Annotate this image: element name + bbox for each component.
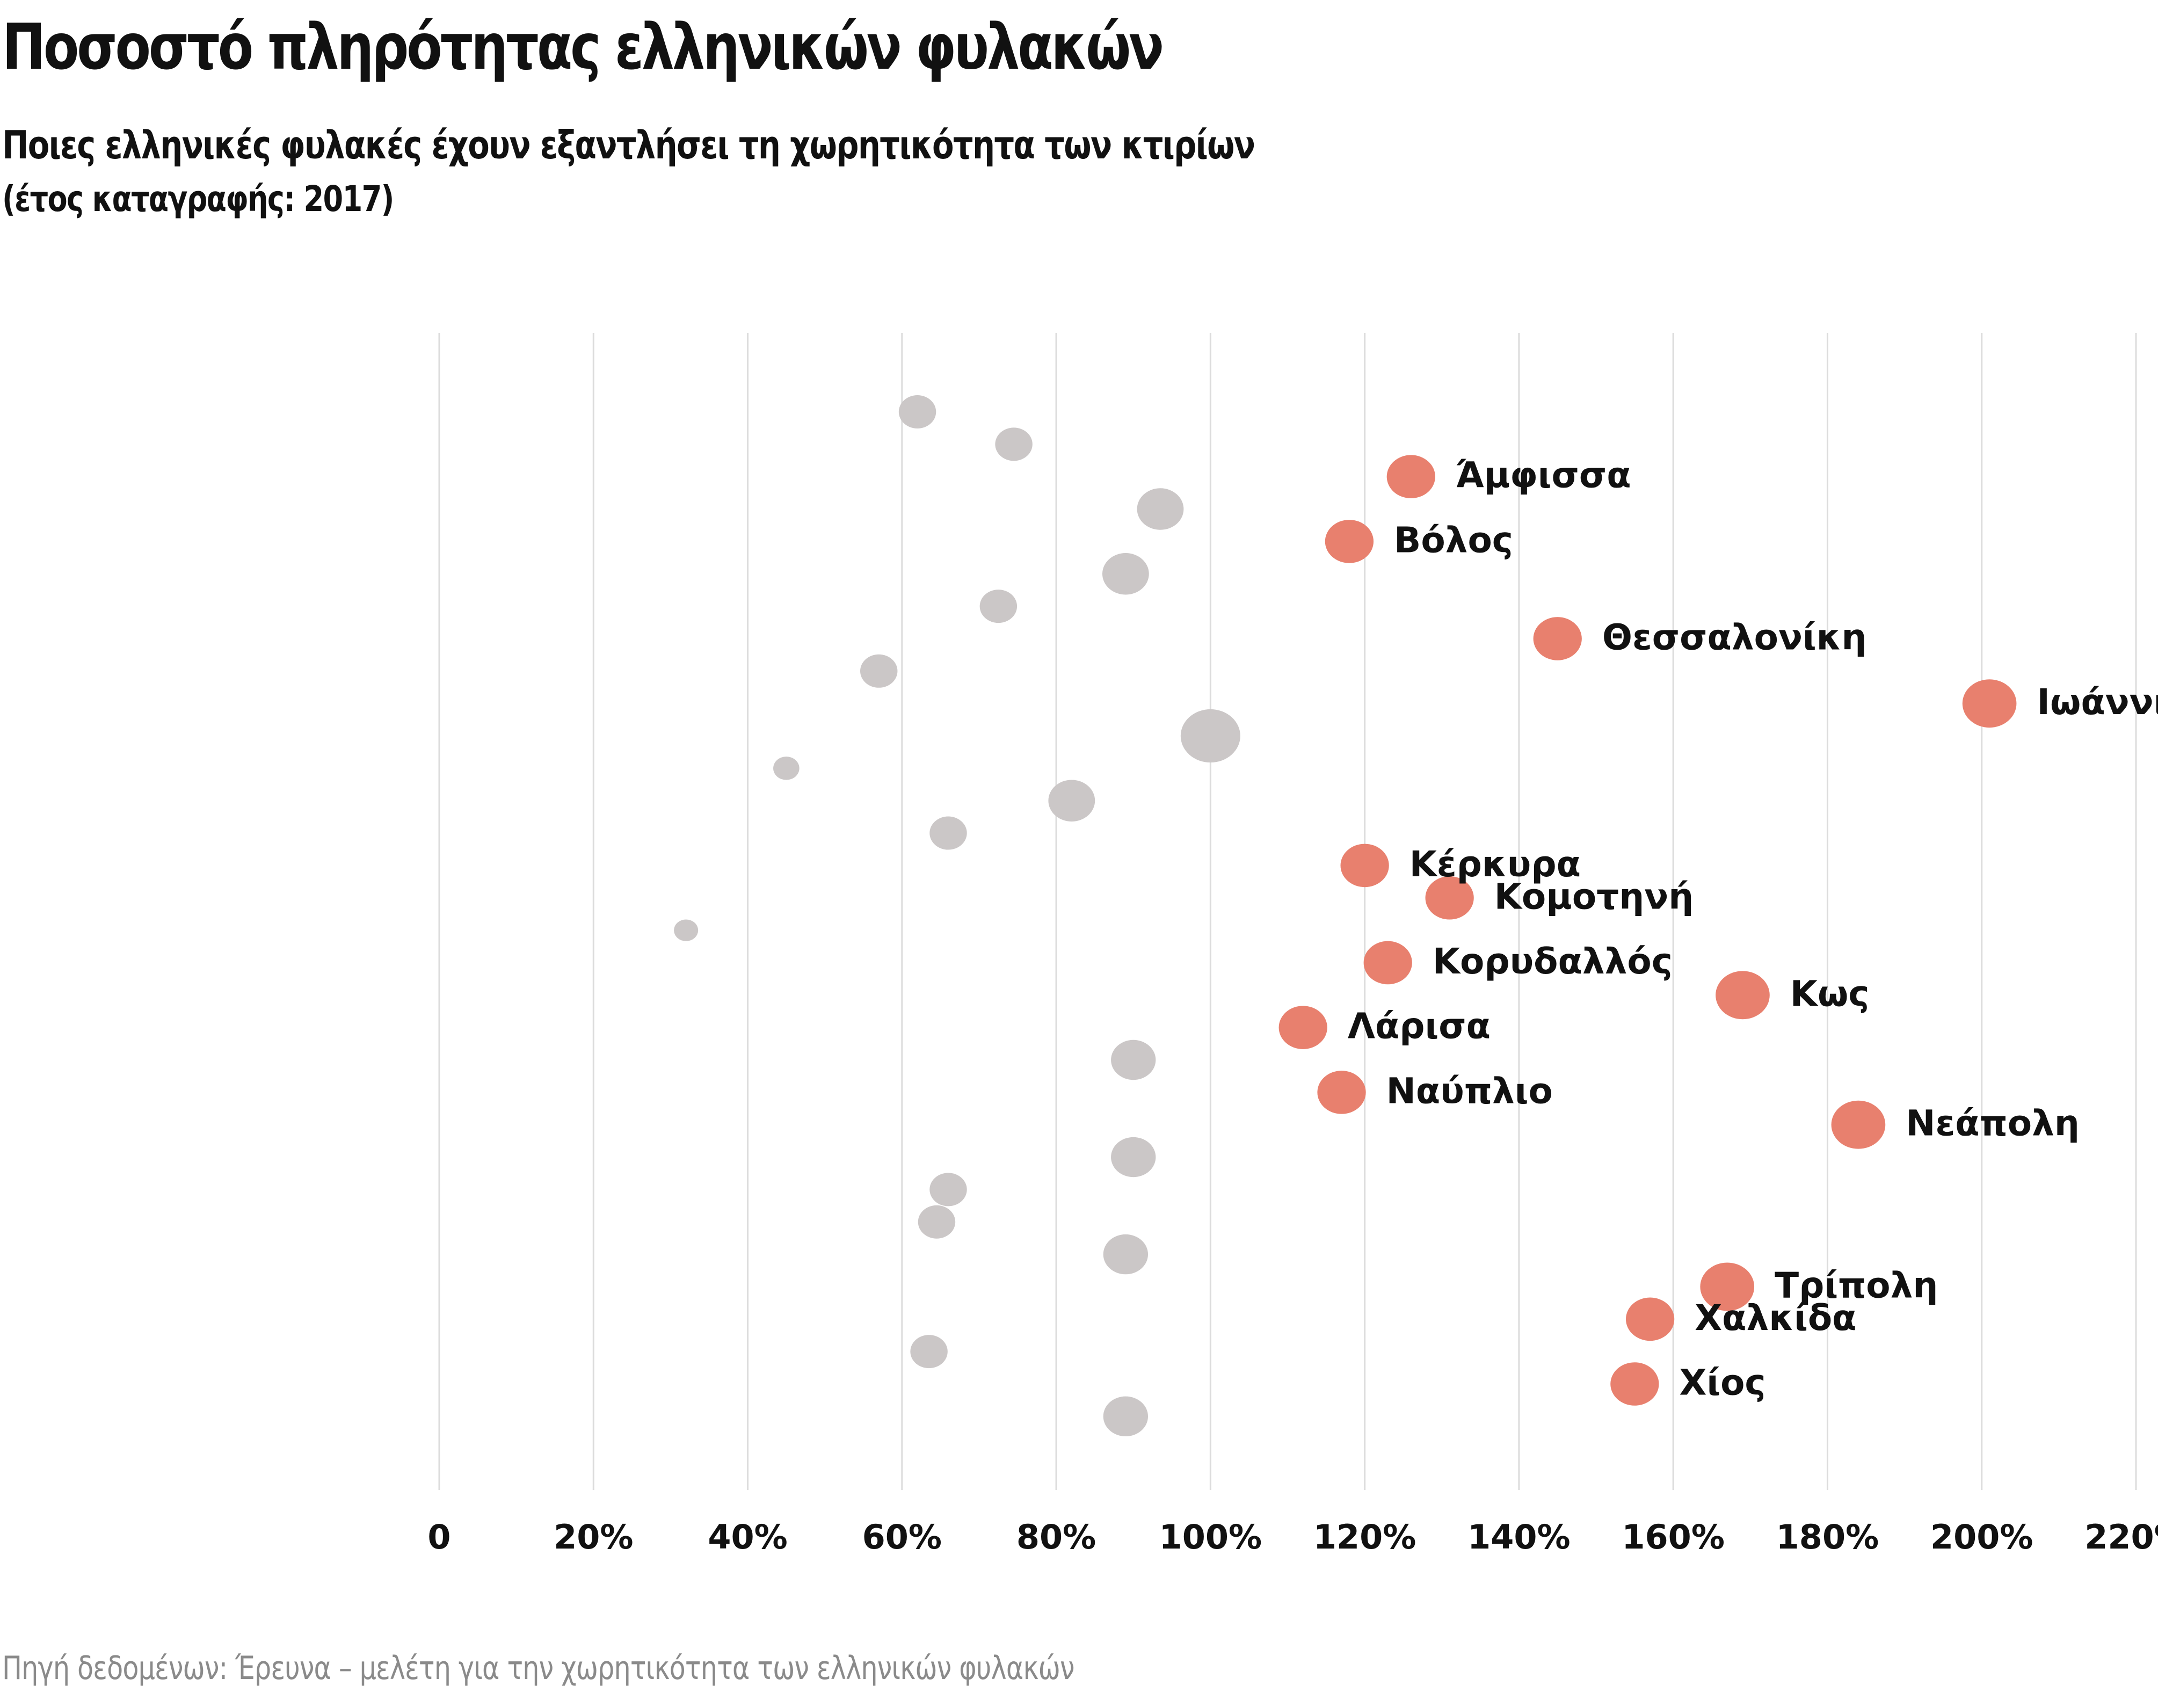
prison-point bbox=[1111, 1137, 1156, 1178]
prison-point bbox=[918, 1205, 956, 1239]
x-tick-label: 220% bbox=[2084, 1517, 2158, 1557]
prison-point bbox=[1111, 1040, 1156, 1080]
point-label: Νεάπολη bbox=[1906, 1103, 2080, 1144]
x-tick-label: 120% bbox=[1313, 1517, 1416, 1557]
prison-point-over-capacity bbox=[1716, 971, 1770, 1020]
prison-point bbox=[995, 427, 1033, 461]
prison-point bbox=[898, 395, 936, 428]
point-label: Βόλος bbox=[1394, 519, 1513, 561]
prison-point-over-capacity bbox=[1386, 455, 1435, 498]
prison-point-over-capacity bbox=[1831, 1100, 1886, 1149]
point-label: Ναύπλιο bbox=[1386, 1070, 1553, 1111]
point-label: Τρίπολη bbox=[1775, 1264, 1938, 1306]
x-tick-label: 160% bbox=[1622, 1517, 1725, 1557]
x-tick-label: 20% bbox=[554, 1517, 633, 1557]
x-tick-label: 100% bbox=[1159, 1517, 1262, 1557]
prison-point bbox=[773, 757, 800, 780]
prison-point bbox=[1103, 1396, 1149, 1437]
prison-point bbox=[929, 1173, 967, 1206]
point-label: Κομοτηνή bbox=[1494, 876, 1694, 917]
point-label: Κως bbox=[1790, 973, 1870, 1014]
prison-point bbox=[1048, 780, 1095, 822]
prison-point-over-capacity bbox=[1363, 941, 1412, 985]
prison-point bbox=[910, 1335, 948, 1369]
point-label: Θεσσαλονίκη bbox=[1602, 616, 1867, 658]
prison-point bbox=[929, 816, 967, 850]
prison-point-over-capacity bbox=[1340, 844, 1389, 888]
point-label: Χαλκίδα bbox=[1695, 1297, 1856, 1339]
prison-point bbox=[1102, 553, 1149, 595]
x-tick-label: 180% bbox=[1776, 1517, 1879, 1557]
prison-point-over-capacity bbox=[1325, 520, 1374, 563]
data-source-note: Πηγή δεδομένων: Έρευνα – μελέτη για την … bbox=[2, 1649, 1074, 1687]
prison-point bbox=[1103, 1234, 1149, 1275]
x-tick-label: 80% bbox=[1016, 1517, 1096, 1557]
point-label: Κορυδαλλός bbox=[1433, 941, 1673, 982]
prison-point-over-capacity bbox=[1425, 876, 1474, 920]
point-label: Λάρισα bbox=[1348, 1006, 1491, 1047]
x-tick-label: 140% bbox=[1467, 1517, 1571, 1557]
x-tick-label: 40% bbox=[708, 1517, 787, 1557]
prison-point bbox=[860, 654, 898, 688]
prison-point bbox=[979, 590, 1018, 623]
data-points bbox=[674, 395, 2017, 1437]
point-label: Ιωάννινα bbox=[2037, 681, 2158, 723]
prison-point-over-capacity bbox=[1700, 1262, 1755, 1311]
x-tick-label: 0 bbox=[427, 1517, 451, 1557]
prison-point bbox=[1180, 709, 1240, 763]
chart-subtitle-year: (έτος καταγραφής: 2017) bbox=[2, 178, 394, 220]
prison-point-over-capacity bbox=[1625, 1297, 1675, 1341]
prison-point-over-capacity bbox=[1610, 1362, 1659, 1406]
point-label: Κέρκυρα bbox=[1409, 844, 1581, 885]
prison-point-over-capacity bbox=[1278, 1006, 1327, 1049]
gridlines bbox=[438, 333, 2137, 1490]
prison-point bbox=[674, 919, 699, 941]
point-labels: ΆμφισσαΒόλοςΘεσσαλονίκηΙωάννιναΚέρκυραΚο… bbox=[1348, 455, 2158, 1404]
point-label: Χίος bbox=[1679, 1362, 1765, 1404]
x-tick-label: 60% bbox=[862, 1517, 942, 1557]
x-tick-label: 200% bbox=[1930, 1517, 2033, 1557]
x-axis-ticks: 0 20% 40% 60% 80% 100% 120% 140% 160% 180% 200% 220… bbox=[427, 1517, 2158, 1557]
prison-point-over-capacity bbox=[1317, 1071, 1366, 1114]
chart-subtitle: Ποιες ελληνικές φυλακές έχουν εξαντλήσει… bbox=[2, 122, 1255, 168]
chart-title: Ποσοστό πληρότητας ελληνικών φυλακών bbox=[2, 10, 1164, 84]
point-label: Άμφισσα bbox=[1456, 455, 1631, 496]
prison-point bbox=[1137, 488, 1184, 530]
prison-point-over-capacity bbox=[1533, 617, 1582, 660]
prison-point-over-capacity bbox=[1962, 679, 2017, 728]
